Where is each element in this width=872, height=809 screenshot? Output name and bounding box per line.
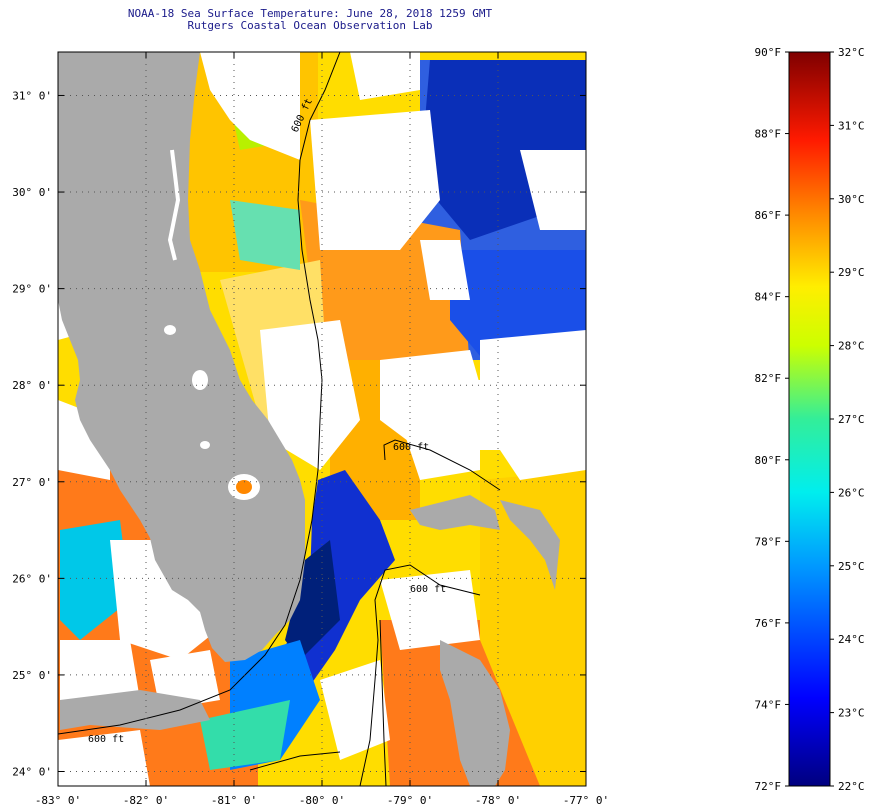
- colorbar-c-label: 29°C: [838, 266, 865, 279]
- colorbar-c-label: 22°C: [838, 780, 865, 793]
- lon-tick-label: -79° 0': [387, 794, 433, 807]
- map-subtitle: Rutgers Coastal Ocean Observation Lab: [187, 19, 433, 32]
- lat-tick-label: 25° 0': [12, 669, 52, 682]
- lat-tick-label: 24° 0': [12, 766, 52, 779]
- colorbar-f-label: 90°F: [755, 46, 782, 59]
- lon-tick-label: -78° 0': [475, 794, 521, 807]
- axis-ticks: [57, 52, 587, 786]
- land-mask: [58, 52, 560, 786]
- lon-tick-label: -83° 0': [35, 794, 81, 807]
- colorbar-f-label: 82°F: [755, 372, 782, 385]
- svg-text:600 ft: 600 ft: [393, 442, 429, 453]
- lat-tick-label: 29° 0': [12, 283, 52, 296]
- lon-tick-label: -77° 0': [563, 794, 609, 807]
- colorbar-f-label: 78°F: [755, 535, 782, 548]
- colorbar-c-label: 24°C: [838, 633, 865, 646]
- lon-tick-label: -80° 0': [299, 794, 345, 807]
- colorbar-f-label: 88°F: [755, 128, 782, 141]
- colorbar-f-label: 80°F: [755, 454, 782, 467]
- lat-tick-label: 31° 0': [12, 89, 52, 102]
- colorbar-c-label: 30°C: [838, 193, 865, 206]
- axis-tick-labels: -83° 0' -82° 0' -81° 0' -80° 0' -79° 0' -78° …: [12, 89, 609, 807]
- graticule: [58, 52, 586, 786]
- colorbar-f-label: 86°F: [755, 209, 782, 222]
- lon-tick-label: -82° 0': [123, 794, 169, 807]
- colorbar-f-label: 74°F: [755, 698, 782, 711]
- colorbar-f-label: 76°F: [755, 617, 782, 630]
- svg-text:600 ft: 600 ft: [410, 584, 446, 595]
- lat-tick-label: 30° 0': [12, 186, 52, 199]
- colorbar-f-label: 84°F: [755, 291, 782, 304]
- colorbar: [788, 51, 831, 787]
- colorbar-c-label: 27°C: [838, 413, 865, 426]
- colorbar-c-label: 32°C: [838, 46, 865, 59]
- lon-tick-label: -81° 0': [211, 794, 257, 807]
- svg-text:600 ft: 600 ft: [88, 734, 124, 745]
- colorbar-c-label: 28°C: [838, 340, 865, 353]
- map-title: NOAA-18 Sea Surface Temperature: June 28…: [127, 7, 493, 20]
- lat-tick-label: 26° 0': [12, 572, 52, 585]
- sst-imagery: 600 ft 600 ft 600 ft 600 ft: [58, 52, 586, 786]
- colorbar-c-label: 23°C: [838, 707, 865, 720]
- lat-tick-label: 27° 0': [12, 476, 52, 489]
- isobath-contours: [58, 52, 501, 786]
- colorbar-c-label: 26°C: [838, 486, 865, 499]
- colorbar-c-label: 25°C: [838, 560, 865, 573]
- colorbar-c-label: 31°C: [838, 119, 865, 132]
- colorbar-f-label: 72°F: [755, 780, 782, 793]
- lat-tick-label: 28° 0': [12, 379, 52, 392]
- colorbar-labels: 90°F 88°F 86°F 84°F 82°F 80°F 78°F 76°F 74°F 72°F…: [755, 46, 865, 793]
